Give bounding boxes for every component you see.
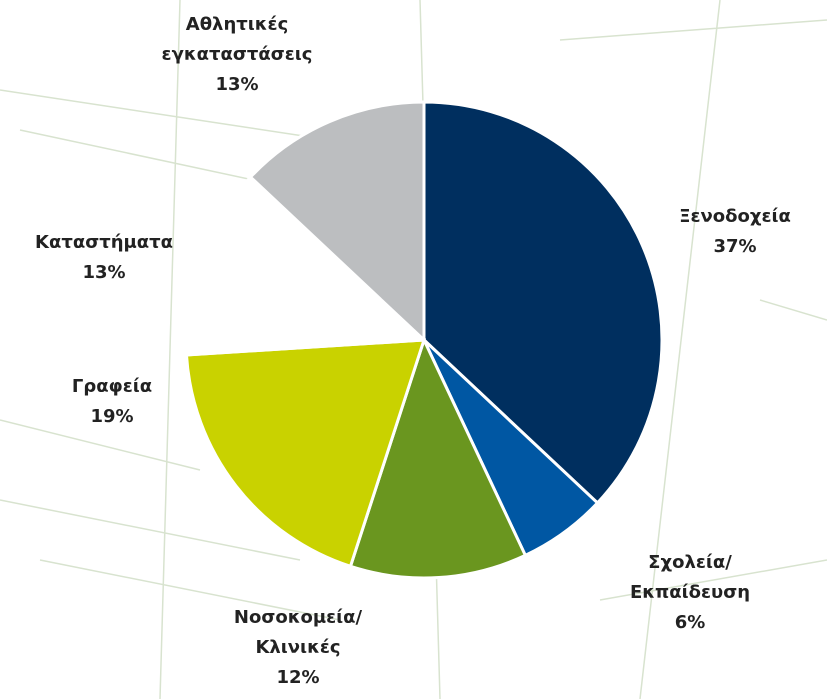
value-label: 13% — [215, 74, 259, 95]
value-label: 12% — [276, 667, 320, 688]
slice-label: Αθλητικές εγκαταστάσεις 13% — [162, 10, 313, 100]
value-label: 13% — [82, 262, 126, 283]
value-label: 6% — [674, 612, 706, 633]
slice-label: Σχολεία/ Εκπαίδευση 6% — [630, 548, 750, 638]
pie-slice — [184, 338, 427, 569]
category-label: Νοσοκομεία/ Κλινικές — [233, 607, 363, 658]
value-label: 19% — [90, 406, 134, 427]
pie-slice — [248, 100, 426, 344]
value-label: 37% — [713, 236, 757, 257]
category-label: Καταστήματα — [35, 232, 173, 253]
slice-label: Γραφεία 19% — [72, 372, 152, 432]
category-label: Γραφεία — [71, 376, 153, 397]
slice-label: Νοσοκομεία/ Κλινικές 12% — [234, 603, 362, 693]
pie-slice — [348, 335, 528, 580]
pie-slice — [422, 100, 664, 506]
slice-label: Ξενοδοχεία 37% — [679, 202, 791, 262]
pie-slice — [184, 174, 428, 357]
category-label: Σχολεία/ Εκπαίδευση — [629, 552, 751, 603]
category-label: Αθλητικές εγκαταστάσεις — [161, 14, 313, 65]
category-label: Ξενοδοχεία — [679, 206, 791, 227]
slice-label: Καταστήματα 13% — [35, 228, 173, 288]
